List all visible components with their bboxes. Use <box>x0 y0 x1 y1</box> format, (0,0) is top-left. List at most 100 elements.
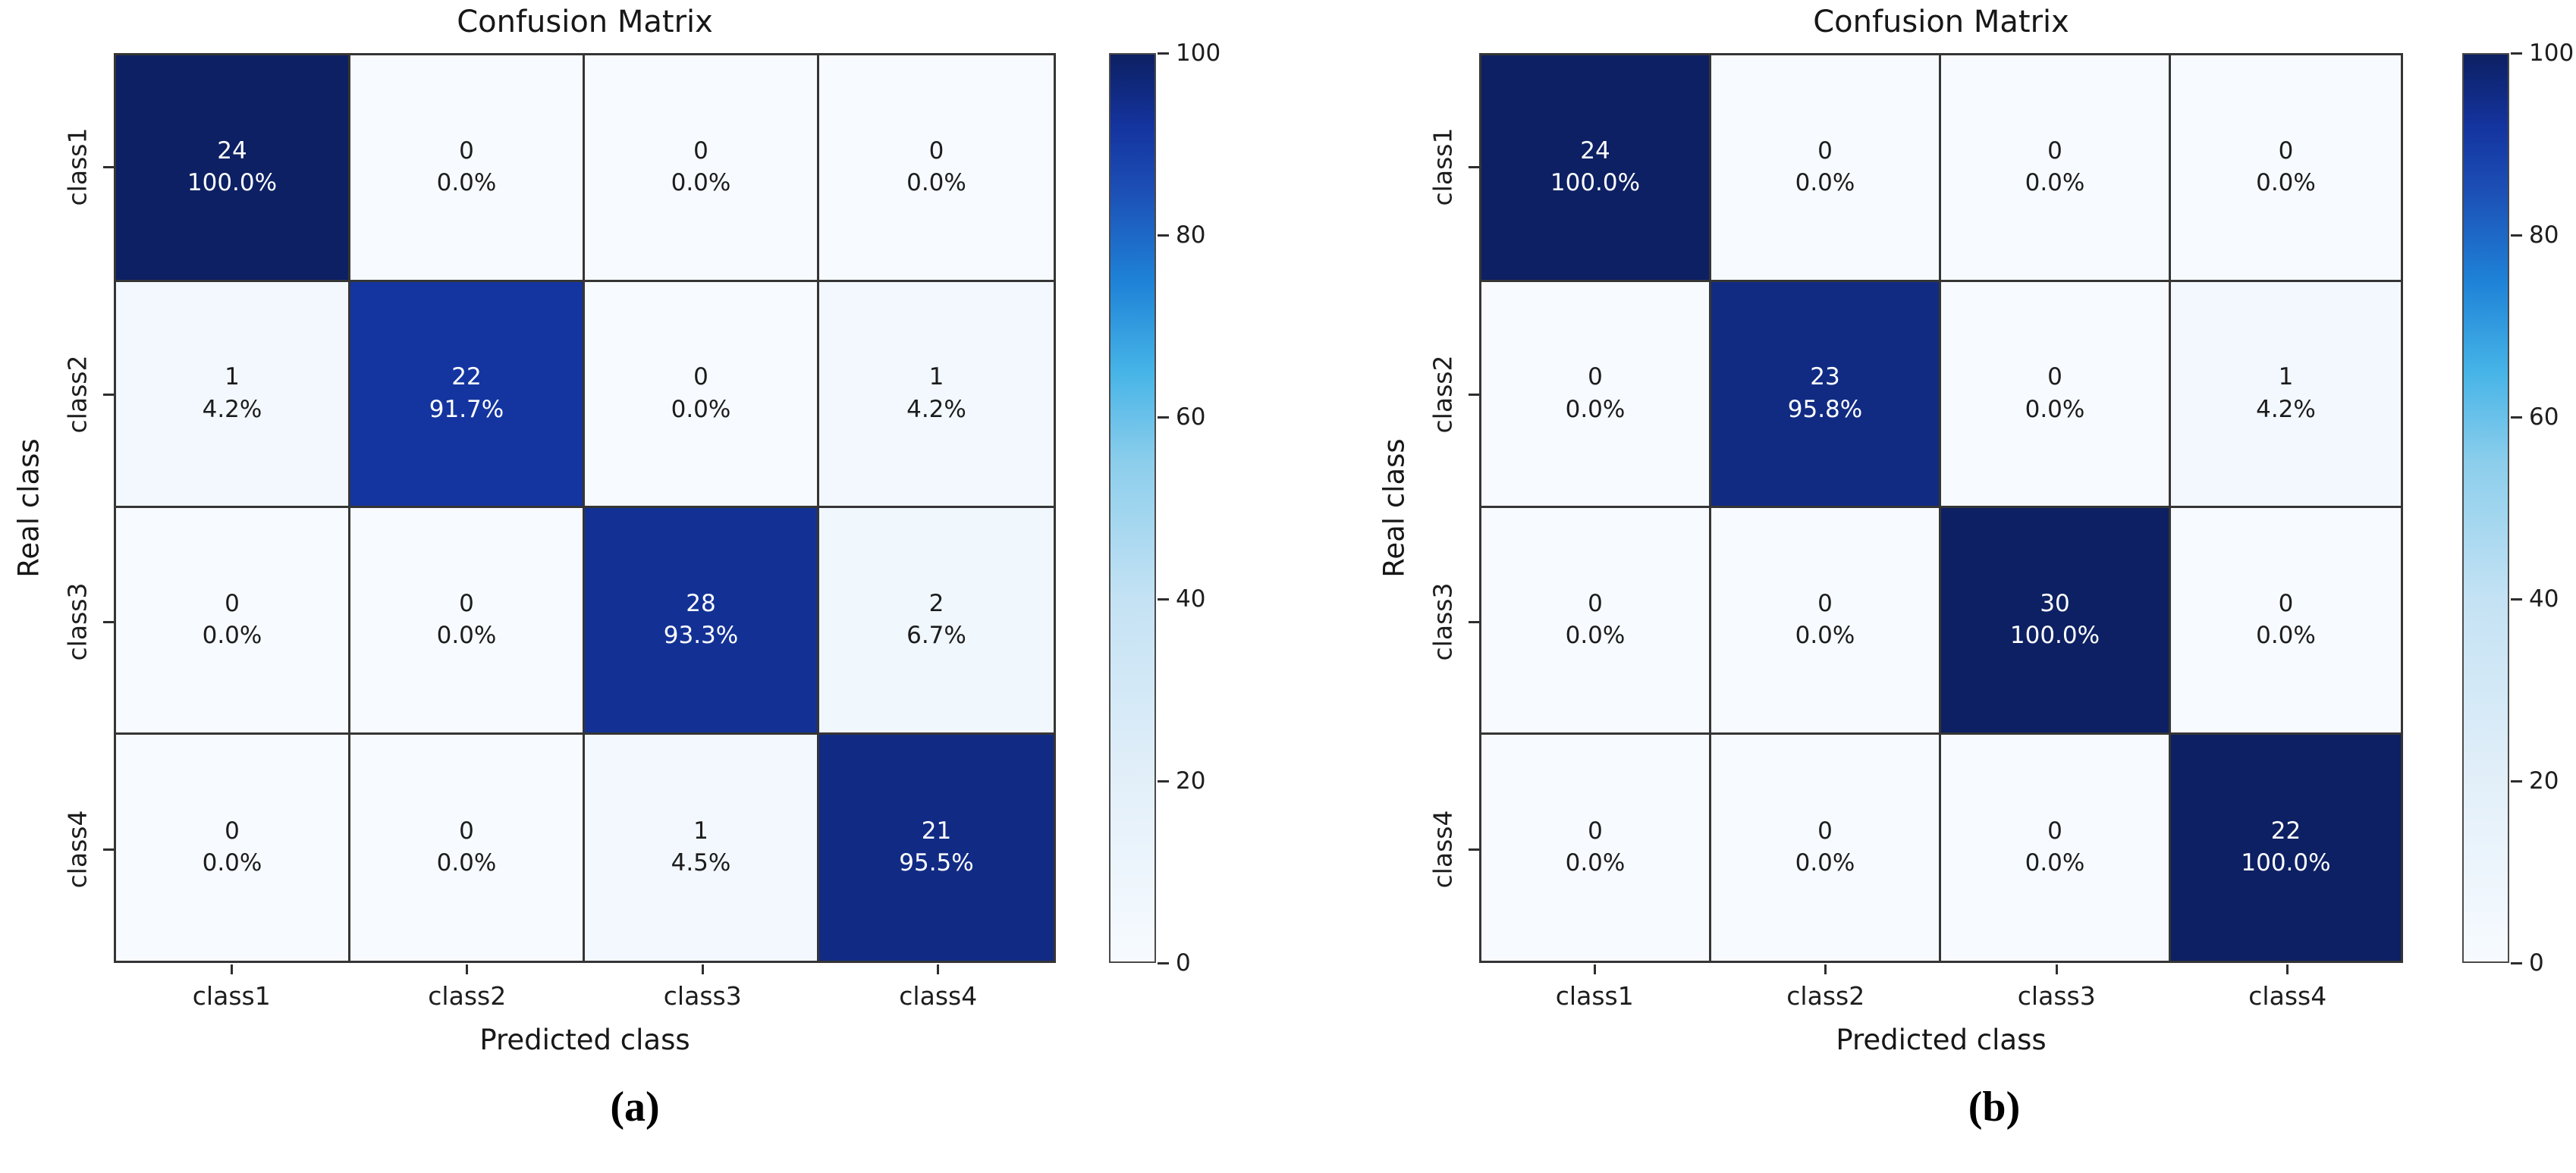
colorbar-tick-mark <box>2511 52 2522 55</box>
cell-percent: 0.0% <box>2025 169 2085 197</box>
heatmap-cell: 0 0.0% <box>585 55 819 282</box>
chart-title: Confusion Matrix <box>1813 5 2069 39</box>
cell-count: 23 <box>1810 363 1840 391</box>
cell-count: 0 <box>459 589 474 617</box>
heatmap-cell: 0 0.0% <box>585 281 819 508</box>
cell-percent: 0.0% <box>202 849 262 877</box>
y-axis-label: Real class <box>1378 438 1411 578</box>
colorbar <box>1109 53 1156 963</box>
cell-count: 0 <box>693 136 708 165</box>
cell-percent: 100.0% <box>2009 622 2100 650</box>
panel-caption: (b) <box>1968 1084 2021 1131</box>
colorbar-tick-mark <box>1158 779 1169 783</box>
cell-percent: 91.7% <box>429 395 504 423</box>
heatmap-cell: 0 0.0% <box>819 55 1054 282</box>
colorbar-tick-label: 60 <box>2529 403 2559 431</box>
heatmap-cell: 23 95.8% <box>1711 281 1941 508</box>
panel-b: Confusion Matrix Real class 24 100.0% 0 0.0% 0… <box>1288 0 2576 1173</box>
heatmap-cell: 28 93.3% <box>585 508 819 735</box>
cell-count: 0 <box>1817 589 1833 617</box>
cell-count: 0 <box>2047 363 2062 391</box>
cell-count: 0 <box>1588 589 1603 617</box>
cell-percent: 0.0% <box>202 622 262 650</box>
heatmap-cell: 21 95.5% <box>819 734 1054 961</box>
y-tick-mark <box>1469 620 1479 623</box>
cell-count: 22 <box>2270 817 2301 845</box>
x-tick-mark <box>937 964 940 974</box>
y-tick-mark <box>1469 848 1479 851</box>
heatmap-cell: 2 6.7% <box>819 508 1054 735</box>
cell-percent: 6.7% <box>906 622 966 650</box>
cell-percent: 0.0% <box>1565 849 1626 877</box>
colorbar-tick-mark <box>1158 597 1169 601</box>
col-tick-label: class1 <box>192 981 271 1011</box>
col-tick-label: class2 <box>428 981 507 1011</box>
cell-percent: 95.8% <box>1787 395 1863 423</box>
cell-count: 0 <box>693 363 708 391</box>
heatmap-cell: 0 0.0% <box>1481 281 1711 508</box>
colorbar-tick-label: 0 <box>2529 949 2544 977</box>
cell-count: 30 <box>2040 589 2070 617</box>
cell-percent: 0.0% <box>436 169 497 197</box>
colorbar-tick-label: 100 <box>2529 39 2574 67</box>
cell-count: 0 <box>459 136 474 165</box>
cell-percent: 100.0% <box>1550 169 1641 197</box>
heatmap-cell: 1 4.5% <box>585 734 819 961</box>
heatmap-cell: 0 0.0% <box>1941 55 2171 282</box>
colorbar-tick-mark <box>2511 961 2522 964</box>
x-axis-label: Predicted class <box>479 1024 690 1056</box>
cell-percent: 0.0% <box>1795 849 1855 877</box>
row-tick-label: class3 <box>62 582 93 661</box>
cell-count: 2 <box>928 589 944 617</box>
cell-count: 0 <box>928 136 944 165</box>
heatmap-cell: 1 4.2% <box>116 281 350 508</box>
colorbar-tick-mark <box>1158 416 1169 419</box>
colorbar-tick-mark <box>1158 52 1169 55</box>
colorbar-tick-label: 80 <box>1176 221 1206 249</box>
cell-count: 1 <box>2278 363 2294 391</box>
heatmap-cell: 0 0.0% <box>350 508 585 735</box>
x-tick-mark <box>2055 964 2058 974</box>
colorbar-tick-label: 20 <box>1176 767 1206 795</box>
cell-percent: 4.5% <box>671 849 731 877</box>
cell-count: 0 <box>2278 589 2294 617</box>
cell-count: 0 <box>2047 817 2062 845</box>
cell-percent: 0.0% <box>436 849 497 877</box>
y-tick-mark <box>103 848 114 851</box>
row-tick-label: class2 <box>1428 355 1458 434</box>
cell-percent: 100.0% <box>2241 849 2331 877</box>
heatmap-cell: 22 100.0% <box>2171 734 2401 961</box>
row-tick-label: class2 <box>62 355 93 434</box>
cell-percent: 0.0% <box>2025 395 2085 423</box>
x-tick-mark <box>2286 964 2289 974</box>
heatmap-cell: 0 0.0% <box>1711 734 1941 961</box>
cell-count: 0 <box>225 817 240 845</box>
cell-count: 0 <box>1817 817 1833 845</box>
cell-count: 0 <box>459 817 474 845</box>
cell-count: 0 <box>1817 136 1833 165</box>
cell-percent: 100.0% <box>187 169 278 197</box>
row-tick-label: class4 <box>1428 810 1458 889</box>
cell-count: 0 <box>2278 136 2294 165</box>
colorbar-tick-label: 20 <box>2529 767 2559 795</box>
cell-count: 28 <box>686 589 716 617</box>
colorbar-tick-mark <box>2511 779 2522 783</box>
y-tick-mark <box>103 620 114 623</box>
heatmap-cell: 1 4.2% <box>2171 281 2401 508</box>
heatmap-cell: 0 0.0% <box>1711 55 1941 282</box>
cell-percent: 0.0% <box>436 622 497 650</box>
colorbar-tick-mark <box>1158 961 1169 964</box>
colorbar-tick-mark <box>2511 416 2522 419</box>
cell-percent: 4.2% <box>2256 395 2316 423</box>
heatmap-cell: 0 0.0% <box>350 55 585 282</box>
colorbar-tick-label: 40 <box>2529 585 2559 613</box>
col-tick-label: class2 <box>1786 981 1865 1011</box>
cell-count: 1 <box>928 363 944 391</box>
heatmap-cell: 0 0.0% <box>1941 734 2171 961</box>
cell-count: 0 <box>225 589 240 617</box>
cell-percent: 0.0% <box>1565 395 1626 423</box>
y-tick-mark <box>1469 393 1479 396</box>
cell-percent: 0.0% <box>2256 622 2316 650</box>
cell-count: 24 <box>1580 136 1610 165</box>
